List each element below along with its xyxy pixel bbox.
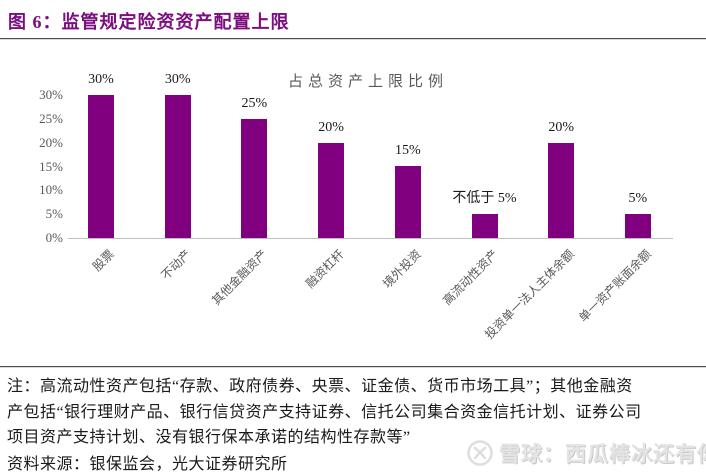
bar-value-label: 25% bbox=[241, 96, 268, 111]
bar-value-label: 30% bbox=[88, 72, 114, 87]
y-axis-tick-label: 20% bbox=[39, 134, 63, 150]
note-line: 项目资产支持计划、没有银行保本承诺的结构性存款等” bbox=[7, 429, 411, 446]
bar bbox=[164, 95, 191, 238]
x-axis-line bbox=[68, 238, 673, 239]
note-line: 产包括“银行理财产品、银行信贷资产支持证券、信托公司集合资金信托计划、证券公司 bbox=[7, 403, 642, 421]
watermark: 雪球：西瓜棒冰还有你 bbox=[466, 438, 706, 468]
y-axis-tick-label: 15% bbox=[39, 158, 63, 174]
figure-title: 图 6：监管规定险资资产配置上限 bbox=[8, 12, 290, 32]
bar bbox=[471, 214, 498, 238]
note-line: 注：高流动性资产包括“存款、政府债券、央票、证金债、货币市场工具”；其他金融资 bbox=[7, 378, 633, 395]
bar-value-label: 20% bbox=[548, 120, 575, 135]
xueqiu-logo-icon bbox=[466, 439, 494, 467]
bottom-divider bbox=[0, 366, 706, 368]
bar bbox=[394, 166, 421, 238]
bar bbox=[624, 214, 651, 238]
bar-value-label: 5% bbox=[628, 191, 648, 206]
watermark-text: 雪球：西瓜棒冰还有你 bbox=[499, 443, 706, 466]
bar-value-label: 30% bbox=[164, 72, 191, 87]
chart-title: 占总资产上限比例 bbox=[287, 74, 448, 90]
bar bbox=[241, 119, 268, 238]
top-divider bbox=[0, 38, 706, 40]
bar-value-label: 不低于 5% bbox=[452, 191, 517, 206]
bar bbox=[318, 143, 345, 238]
y-axis-tick-label: 0% bbox=[45, 230, 63, 245]
bar-value-label: 15% bbox=[394, 143, 421, 158]
y-axis-tick-label: 25% bbox=[39, 110, 63, 126]
y-axis-tick-label: 10% bbox=[39, 182, 63, 198]
y-axis-tick-label: 30% bbox=[39, 87, 63, 102]
bar bbox=[548, 143, 575, 238]
y-axis-tick-label: 5% bbox=[45, 206, 63, 222]
figure-notes: 注：高流动性资产包括“存款、政府债券、央票、证金债、货币市场工具”；其他金融资 … bbox=[7, 374, 706, 451]
bar bbox=[88, 95, 114, 238]
x-axis-label: 股票 bbox=[90, 247, 117, 274]
bar-value-label: 20% bbox=[318, 120, 344, 135]
source-line: 资料来源：银保监会，光大证券研究所 bbox=[7, 456, 288, 473]
